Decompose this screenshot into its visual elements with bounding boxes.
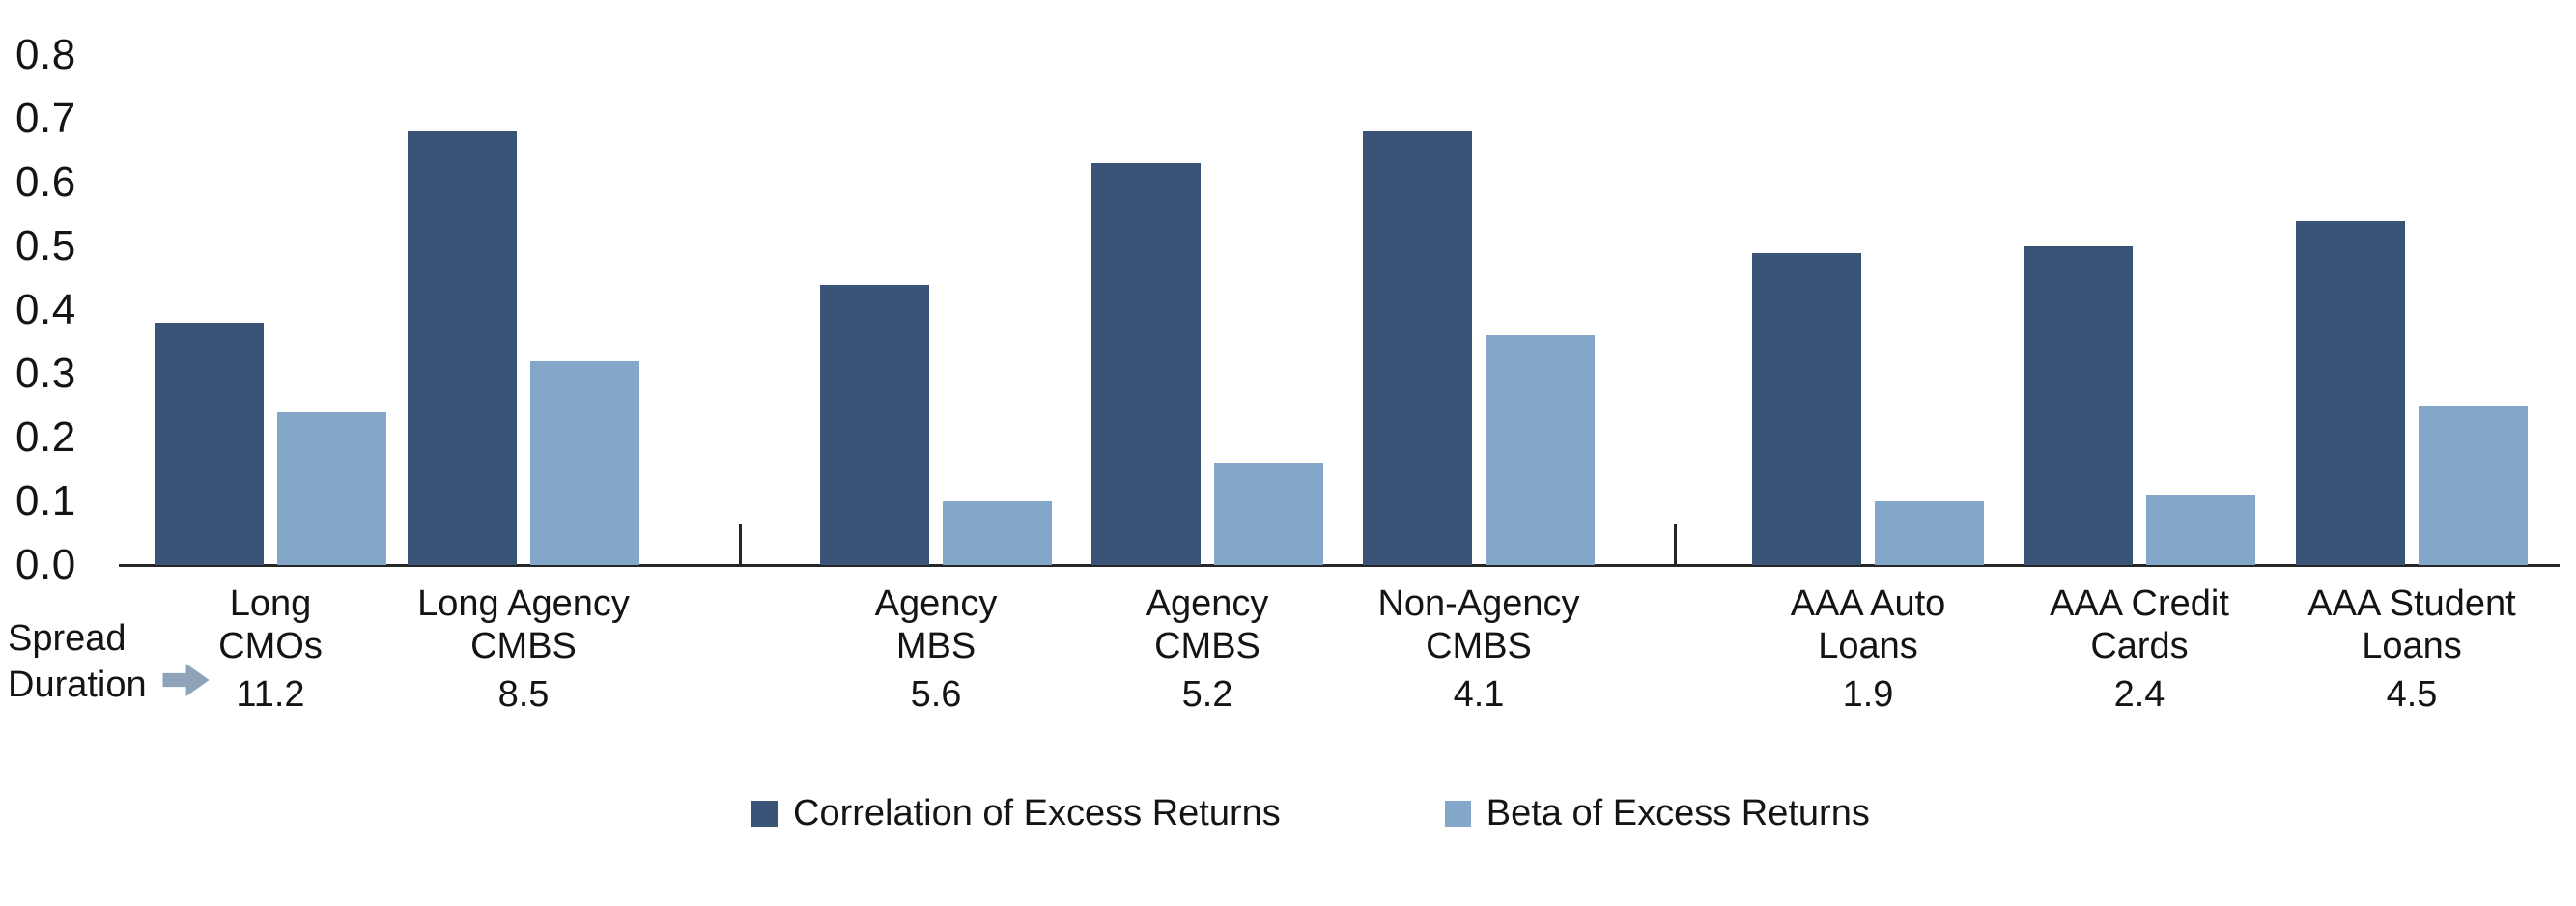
bar-beta-7 [2146,495,2255,565]
bar-beta-8 [2419,406,2528,565]
bar-correlation-5 [1363,131,1472,565]
bar-beta-2 [530,360,639,565]
y-tick-label: 0.4 [15,286,76,333]
x-category-label-7: AAA Credit Cards 2.4 [1966,582,2313,714]
x-category-label-8: AAA Student Loans 4.5 [2238,582,2576,714]
legend-swatch-beta [1444,800,1471,827]
bar-correlation-7 [2024,246,2133,565]
spread-duration-value: 11.2 [236,674,305,715]
spread-duration-value: 8.5 [497,674,550,715]
right-arrow-icon [162,662,212,708]
bar-correlation-2 [408,131,517,565]
category-name-line1: Non-Agency [1377,583,1580,624]
spread-duration-note-line1: Spread [8,618,127,659]
y-tick-label: 0.8 [15,31,76,78]
y-tick-label: 0.2 [15,413,76,461]
bar-beta-5 [1486,335,1595,565]
category-name-line1: Long Agency [417,583,630,624]
category-name-line1: Agency [874,583,998,624]
x-category-label-3: Agency MBS 5.6 [762,582,1110,714]
y-tick-label: 0.5 [15,222,76,269]
category-name-line2: Loans [1818,626,1918,666]
legend-swatch-correlation [751,800,778,827]
category-name-line2: CMBS [1154,626,1260,666]
spread-duration-note-line2: Duration [8,665,147,705]
category-name-line2: CMBS [470,626,577,666]
legend-item-correlation: Correlation of Excess Returns [751,794,1281,833]
y-tick-label: 0.7 [15,95,76,142]
category-name-line1: Long [229,583,312,624]
spread-duration-value: 5.6 [910,674,962,715]
category-name-line2: CMBS [1426,626,1532,666]
x-category-label-4: Agency CMBS 5.2 [1033,582,1381,714]
legend-label-beta: Beta of Excess Returns [1486,793,1870,834]
x-axis-line [119,564,2560,567]
x-category-label-6: AAA Auto Loans 1.9 [1694,582,2042,714]
category-name-line2: Loans [2362,626,2462,666]
bar-correlation-8 [2296,220,2405,565]
bar-beta-6 [1875,501,1984,565]
axis-section-divider [1674,524,1677,567]
y-tick-label: 0.3 [15,350,76,397]
category-name-line1: AAA Student [2307,583,2516,624]
axis-section-divider [739,524,742,567]
bar-correlation-1 [155,323,264,565]
category-name-line2: Cards [2090,626,2189,666]
legend-item-beta: Beta of Excess Returns [1444,793,1870,834]
category-name-line1: AAA Auto [1790,583,1946,624]
bar-beta-3 [943,501,1052,565]
bar-correlation-4 [1091,163,1201,565]
category-name-line2: CMOs [218,626,323,666]
spread-duration-value: 4.1 [1453,674,1505,715]
spread-duration-note: Spread Duration [8,615,212,708]
x-category-label-1: Long CMOs 11.2 [97,582,444,714]
y-tick-label: 0.1 [15,477,76,524]
x-category-label-2: Long Agency CMBS 8.5 [350,582,697,714]
legend-label-correlation: Correlation of Excess Returns [793,793,1281,834]
y-tick-label: 0.0 [15,541,76,588]
category-name-line1: AAA Credit [2050,583,2229,624]
x-category-label-5: Non-Agency CMBS 4.1 [1305,582,1653,714]
spread-duration-value: 2.4 [2113,674,2166,715]
spread-duration-value: 5.2 [1181,674,1233,715]
category-name-line2: MBS [895,626,977,666]
spread-duration-value: 1.9 [1842,674,1894,715]
y-tick-label: 0.6 [15,158,76,206]
category-name-line1: Agency [1146,583,1269,624]
bar-correlation-6 [1752,252,1861,565]
bar-beta-1 [277,411,386,565]
chart-legend: Correlation of Excess Returns Beta of Ex… [751,794,1870,833]
spread-duration-value: 4.5 [2386,674,2438,715]
bar-beta-4 [1214,463,1323,565]
bar-correlation-3 [820,284,929,565]
